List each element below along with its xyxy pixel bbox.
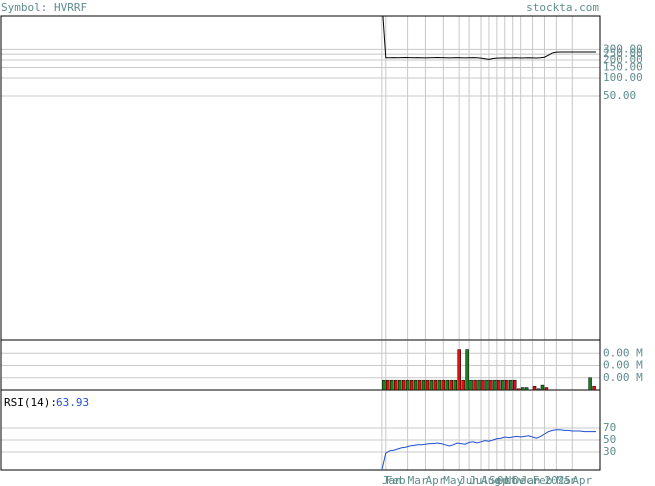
volume-bar: [417, 379, 422, 391]
symbol: Symbol: HVRRF: [1, 1, 87, 14]
volume-bar: [393, 379, 398, 391]
volume-bar: [441, 379, 446, 391]
volume-bar: [544, 387, 549, 391]
x-tick-label: Feb: [386, 474, 406, 486]
x-tick-label: Feb: [533, 474, 553, 486]
x-tick-label: Apr: [425, 474, 445, 486]
volume-bar: [509, 379, 513, 391]
y-tick-label: 50: [603, 433, 616, 446]
volume-bar: [481, 379, 485, 391]
volume-bar: [409, 379, 414, 391]
volume-bar: [497, 379, 501, 391]
volume-bar: [405, 379, 410, 391]
x-tick-label: May: [443, 474, 463, 486]
volume-bar: [516, 388, 521, 391]
y-tick-label: 150.00: [603, 60, 643, 73]
volume-bar: [421, 379, 426, 391]
price-panel: [0, 15, 601, 341]
volume-bar: [461, 379, 465, 391]
y-tick-label: 30: [603, 445, 616, 458]
x-tick-label: Oct: [497, 474, 517, 486]
rsi-label: RSI(14):: [4, 396, 57, 409]
volume-bar: [505, 379, 509, 391]
rsi-line: [381, 429, 597, 471]
volume-bar: [445, 379, 450, 391]
rsi-panel: [0, 389, 601, 471]
y-tick-label: 100.00: [603, 71, 643, 84]
volume-bar: [457, 349, 461, 391]
volume-bar: [469, 379, 473, 391]
volume-bar: [588, 377, 592, 391]
x-tick-label: Jan: [521, 474, 541, 486]
volume-bar: [425, 379, 430, 391]
price-line: [382, 16, 597, 60]
volume-bar: [592, 386, 596, 391]
y-tick-label: 300.00: [603, 42, 643, 55]
y-tick-label: 0.00 M: [603, 359, 643, 372]
volume-bar: [382, 379, 386, 391]
volume-bar: [453, 379, 457, 391]
volume-bar: [386, 379, 390, 391]
volume-bar: [465, 349, 469, 391]
x-tick-label: Jul: [469, 474, 489, 486]
x-tick-label: Sep: [489, 474, 509, 486]
x-tick-label: 2025: [544, 474, 571, 486]
x-tick-label: Apr: [572, 474, 592, 486]
volume-bar: [501, 379, 505, 391]
volume-bar: [390, 379, 394, 391]
volume-bar: [540, 384, 545, 391]
y-tick-label: 250.00: [603, 47, 643, 60]
rsi-current: 63.93: [56, 396, 89, 409]
volume-bar: [429, 379, 434, 391]
y-tick-label: 0.00 M: [603, 346, 643, 359]
volume-bar: [532, 386, 537, 391]
y-tick-label: 50.00: [603, 89, 636, 102]
volume-bar: [433, 379, 438, 391]
x-tick-label: Aug: [481, 474, 501, 486]
volume-bar: [536, 388, 541, 391]
volume-bar: [489, 379, 493, 391]
site-name: stockta.com: [526, 1, 599, 14]
y-tick-label: 200.00: [603, 53, 643, 66]
y-tick-label: 0.00 M: [603, 371, 643, 384]
volume-bar: [520, 387, 525, 391]
volume-bar: [524, 387, 529, 391]
volume-bar: [449, 379, 453, 391]
x-tick-label: Mar: [408, 474, 428, 486]
volume-bar: [512, 379, 517, 391]
x-tick-label: Nov: [505, 474, 525, 486]
x-tick-label: Jun: [459, 474, 479, 486]
volume-bar: [493, 379, 497, 391]
volume-bar: [485, 379, 489, 391]
volume-bar: [397, 379, 402, 391]
y-tick-label: 70: [603, 421, 616, 434]
volume-bar: [473, 379, 477, 391]
x-tick-label: Jan: [382, 474, 402, 486]
volume-bar: [413, 379, 418, 391]
volume-bar: [401, 379, 406, 391]
volume-bar: [437, 379, 442, 391]
x-tick-label: Dec: [513, 474, 533, 486]
x-tick-label: Mar: [556, 474, 576, 486]
volume-bar: [477, 379, 481, 391]
